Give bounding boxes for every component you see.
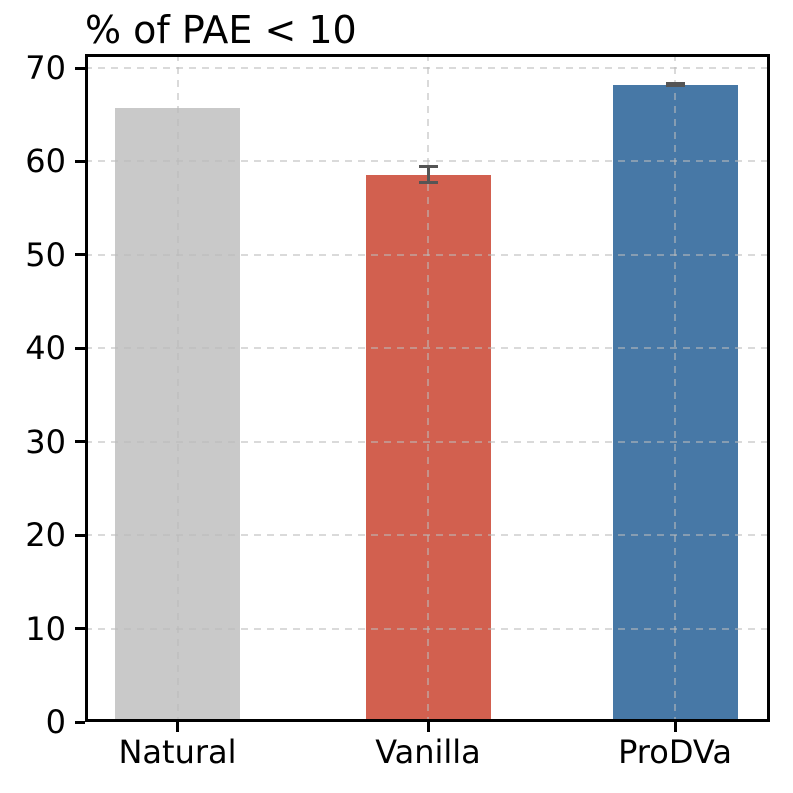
y-tick-mark — [75, 720, 85, 724]
y-tick-mark — [75, 253, 85, 257]
error-bar-line — [426, 166, 430, 183]
plot-area — [85, 54, 770, 722]
error-bar-vanilla — [418, 165, 438, 184]
y-tick-mark — [75, 533, 85, 537]
x-tick-label-vanilla: Vanilla — [375, 733, 481, 771]
y-tick-label: 60 — [25, 142, 66, 181]
y-tick-label: 20 — [25, 516, 66, 555]
x-tick-label-natural: Natural — [118, 733, 237, 771]
y-tick-mark — [75, 66, 85, 70]
gridline-v — [427, 54, 429, 722]
y-tick-label: 50 — [25, 235, 66, 274]
y-tick-label: 70 — [25, 49, 66, 87]
y-tick-label: 0 — [45, 703, 66, 741]
x-tick-label-prodva: ProDVa — [618, 733, 732, 771]
gridline-v — [674, 54, 676, 722]
y-tick-label: 40 — [25, 329, 66, 368]
y-tick-mark — [75, 627, 85, 631]
gridline-v — [176, 54, 179, 722]
y-tick-label: 30 — [25, 422, 66, 461]
error-bar-prodva — [665, 82, 685, 88]
x-tick-mark — [673, 722, 677, 732]
error-bar-cap-top — [665, 82, 685, 86]
y-tick-label: 10 — [25, 609, 66, 648]
error-bar-cap-top — [418, 165, 438, 169]
error-bar-cap-bottom — [665, 84, 685, 88]
x-tick-mark — [426, 722, 430, 732]
x-tick-mark — [176, 722, 179, 732]
y-tick-mark — [75, 159, 85, 163]
error-bar-cap-bottom — [418, 180, 438, 184]
chart-title: % of PAE < 10 — [85, 8, 357, 52]
y-tick-mark — [75, 440, 85, 444]
y-tick-mark — [75, 346, 85, 350]
